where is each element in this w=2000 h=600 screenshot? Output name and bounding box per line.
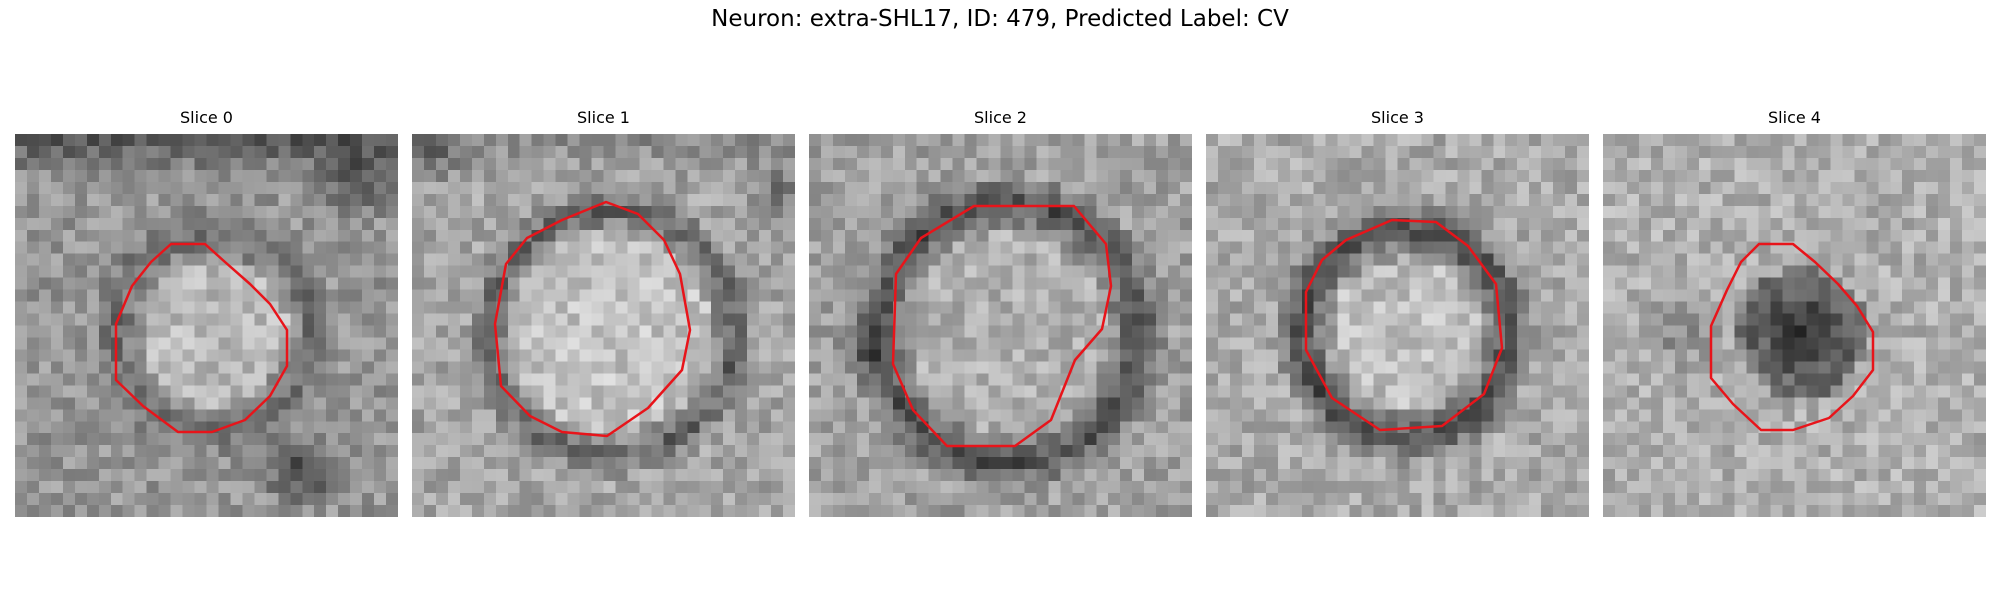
slice-image-2 <box>809 134 1192 517</box>
contour-overlay-3 <box>1304 218 1504 432</box>
slice-pixels-0 <box>15 134 398 517</box>
slice-title-4: Slice 4 <box>1768 108 1821 127</box>
slice-pixels-1 <box>412 134 795 517</box>
figure-title: Neuron: extra-SHL17, ID: 479, Predicted … <box>711 6 1289 32</box>
slice-image-0 <box>15 134 398 517</box>
segmentation-contour-1 <box>493 200 692 438</box>
segmentation-contour-2 <box>891 204 1113 448</box>
slice-image-3 <box>1206 134 1589 517</box>
segmentation-contour-4 <box>1709 242 1875 432</box>
slice-image-1 <box>412 134 795 517</box>
contour-overlay-1 <box>493 200 692 438</box>
slice-title-1: Slice 1 <box>577 108 630 127</box>
contour-overlay-0 <box>114 242 289 434</box>
slice-pixels-3 <box>1206 134 1589 517</box>
slice-panel-2: Slice 2 <box>809 108 1192 518</box>
contour-overlay-4 <box>1709 242 1875 432</box>
slice-image-4 <box>1603 134 1986 517</box>
slice-pixels-2 <box>809 134 1192 517</box>
segmentation-contour-0 <box>114 242 289 434</box>
contour-overlay-2 <box>891 204 1113 448</box>
segmentation-contour-3 <box>1304 218 1504 432</box>
slice-pixels-4 <box>1603 134 1986 517</box>
slice-panel-4: Slice 4 <box>1603 108 1986 518</box>
slice-panel-0: Slice 0 <box>15 108 398 518</box>
slice-panel-3: Slice 3 <box>1206 108 1589 518</box>
slice-panel-1: Slice 1 <box>412 108 795 518</box>
slice-title-2: Slice 2 <box>974 108 1027 127</box>
slice-title-0: Slice 0 <box>180 108 233 127</box>
slice-title-3: Slice 3 <box>1371 108 1424 127</box>
